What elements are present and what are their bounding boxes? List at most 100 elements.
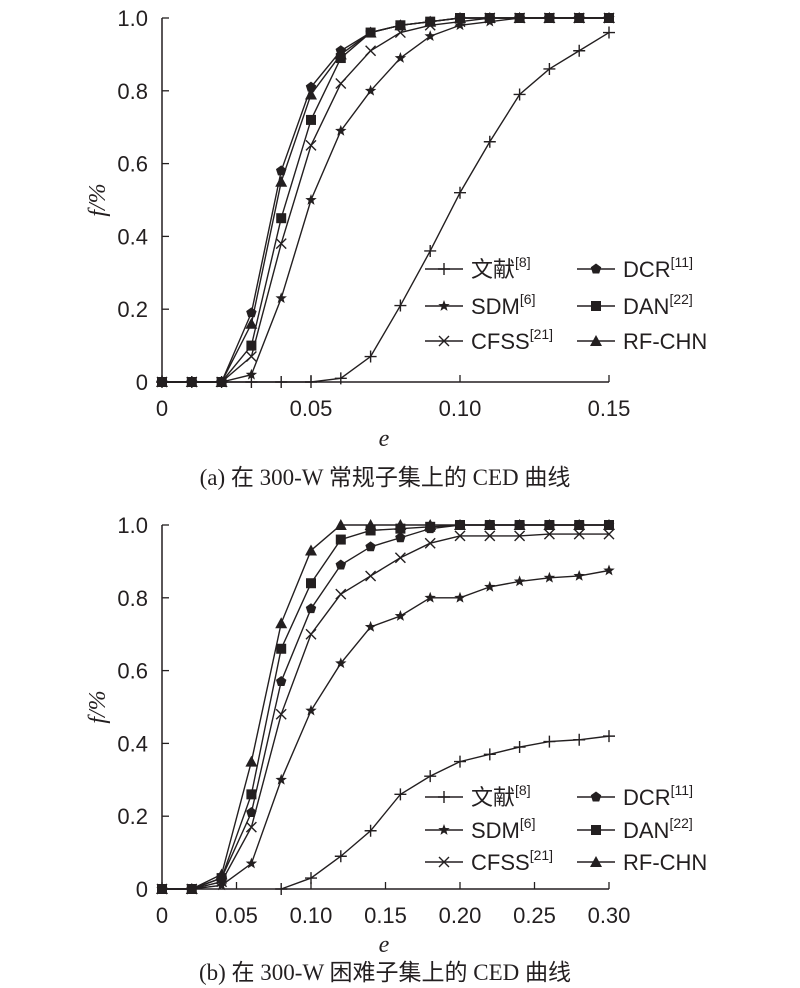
legend-marker	[438, 791, 450, 803]
x-tick-label: 0.05	[215, 903, 258, 928]
legend-label: DAN[22]	[623, 815, 693, 843]
data-point	[484, 580, 496, 592]
series-line	[162, 569, 610, 890]
data-point	[305, 376, 317, 388]
series-line	[162, 524, 609, 890]
data-point	[275, 708, 287, 720]
data-point	[275, 175, 288, 187]
data-point	[364, 824, 377, 837]
data-point	[513, 88, 526, 101]
y-tick-label: 0.2	[117, 297, 148, 322]
y-axis-title: f/%	[85, 690, 111, 723]
legend-marker	[590, 791, 602, 802]
data-point	[305, 544, 317, 556]
data-point	[305, 704, 317, 716]
data-point	[603, 519, 615, 530]
data-point	[335, 78, 347, 90]
data-point	[305, 194, 317, 205]
data-point	[245, 755, 258, 767]
legend-label: CFSS[21]	[471, 847, 553, 875]
x-tick-label: 0.15	[588, 396, 631, 421]
data-point	[543, 12, 556, 23]
data-point	[543, 528, 555, 540]
data-point	[573, 519, 586, 530]
legend-marker	[590, 335, 602, 346]
data-point	[454, 19, 466, 31]
chart-caption: (b) 在 300-W 困难子集上的 CED 曲线	[199, 960, 571, 985]
data-point	[335, 559, 347, 570]
legend-label: DCR[11]	[623, 782, 693, 810]
series-triangle	[156, 519, 615, 894]
data-point	[276, 213, 287, 224]
data-point	[513, 575, 526, 587]
series-line	[162, 17, 609, 383]
data-point	[603, 730, 615, 743]
data-point	[603, 564, 615, 576]
data-point	[543, 735, 556, 748]
data-point	[305, 628, 317, 640]
data-point	[364, 26, 377, 38]
data-point	[603, 12, 615, 23]
legend-label: 文献[8]	[471, 782, 531, 810]
data-point	[365, 45, 377, 57]
data-point	[305, 603, 317, 614]
data-point	[246, 789, 257, 800]
legend-item: SDM[6]	[425, 291, 535, 319]
data-point	[305, 139, 317, 151]
series-star	[156, 564, 615, 894]
series-line	[162, 31, 610, 383]
data-point	[246, 807, 257, 818]
data-point	[483, 748, 496, 761]
y-tick-label: 0.6	[117, 152, 148, 177]
data-point	[364, 519, 377, 530]
data-point	[454, 591, 466, 603]
legend-marker	[591, 825, 601, 835]
data-point	[185, 376, 198, 387]
data-point	[306, 114, 316, 125]
data-point	[365, 570, 377, 582]
data-point	[245, 368, 258, 380]
data-point	[424, 15, 437, 27]
x-tick-label: 0.30	[588, 903, 631, 928]
legend-label: DAN[22]	[623, 291, 693, 319]
chart-panel-1: 0 0.05 0.10 0.15 0.20 0.25 0.30 0 0.2 0.4 0.6 0.8 1.…	[85, 513, 707, 985]
data-point	[276, 643, 287, 654]
data-point	[484, 530, 496, 542]
data-point	[335, 534, 346, 545]
legend-item: RF-CHN	[577, 850, 707, 875]
y-tick-label: 0.4	[117, 224, 148, 249]
data-point	[424, 519, 437, 530]
legend-item: 文献[8]	[425, 782, 531, 810]
data-point	[334, 48, 347, 60]
x-tick-label: 0.25	[513, 903, 556, 928]
data-point	[573, 569, 585, 581]
x-tick-label: 0.15	[364, 903, 407, 928]
y-tick-label: 0.8	[117, 79, 148, 104]
data-point	[454, 186, 466, 199]
data-point	[215, 879, 228, 891]
data-point	[394, 52, 407, 63]
data-point	[305, 88, 317, 100]
data-point	[454, 530, 466, 542]
data-point	[275, 238, 287, 250]
y-tick-label: 0.8	[117, 586, 148, 611]
data-point	[275, 376, 288, 388]
data-point	[394, 19, 407, 31]
data-point	[334, 850, 347, 863]
y-tick-label: 1.0	[117, 6, 148, 31]
series-line	[280, 735, 610, 890]
data-point	[603, 26, 615, 39]
data-point	[335, 124, 347, 136]
legend-item: CFSS[21]	[425, 326, 553, 354]
legend-label: 文献[8]	[471, 254, 531, 282]
y-tick-label: 0.2	[117, 804, 148, 829]
series-line	[162, 524, 609, 890]
data-point	[275, 292, 287, 304]
legend-marker	[438, 335, 450, 347]
data-point	[275, 773, 287, 785]
legend-marker	[438, 263, 450, 275]
data-point	[424, 591, 436, 603]
data-point	[215, 376, 228, 387]
y-tick-label: 0.4	[117, 731, 148, 756]
series-line	[162, 524, 609, 890]
